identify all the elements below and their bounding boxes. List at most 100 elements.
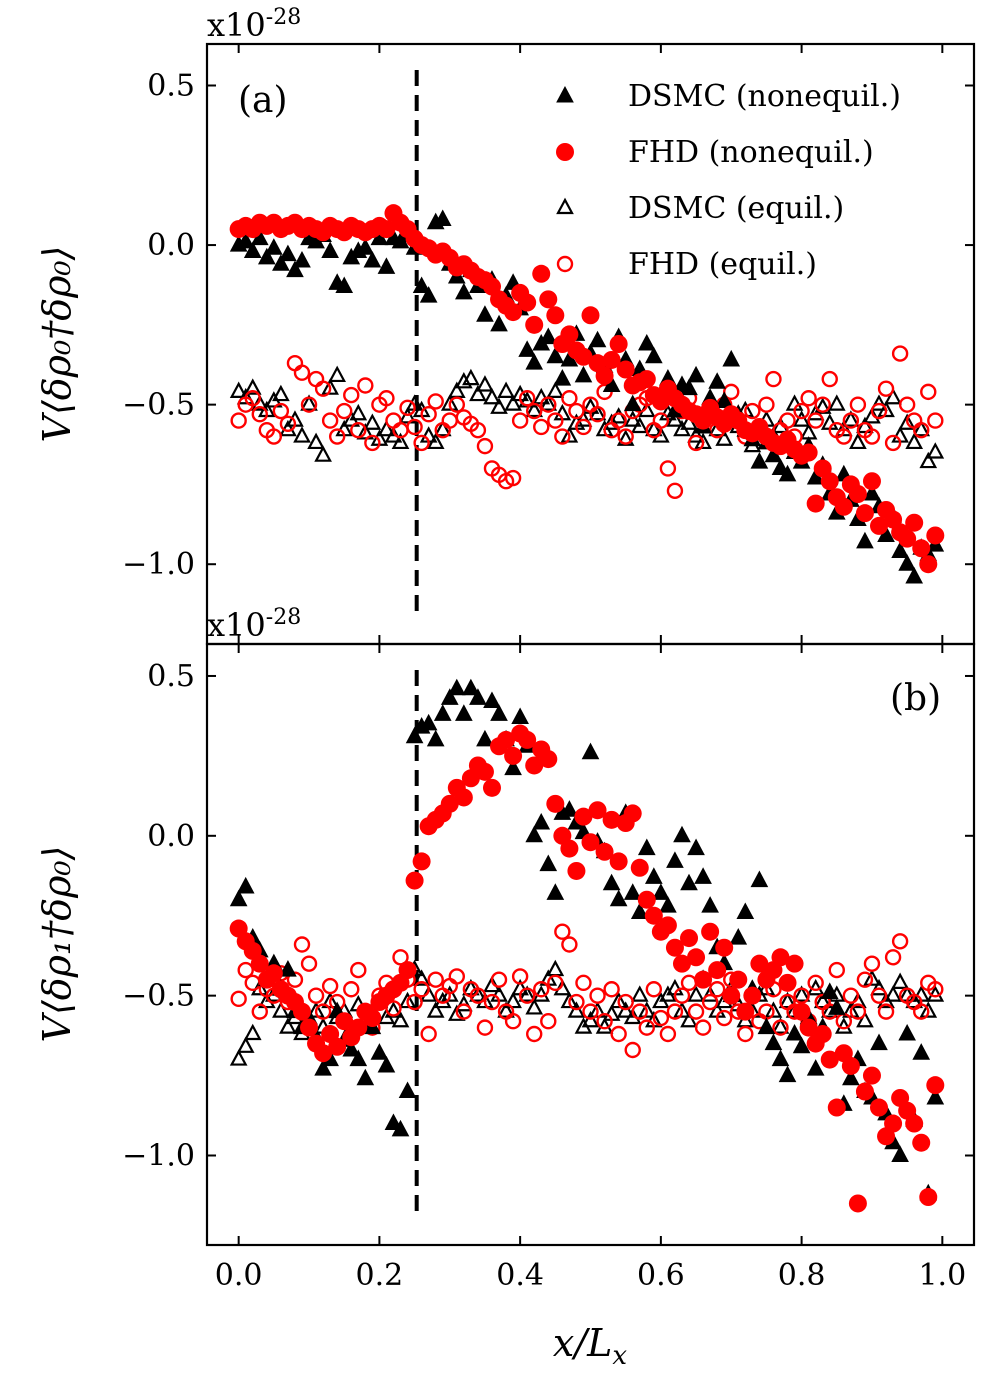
data-point [772, 1019, 789, 1036]
data-point [490, 704, 508, 721]
data-point [546, 346, 565, 364]
data-point [553, 369, 572, 386]
data-point [849, 1003, 867, 1020]
data-point [547, 974, 564, 992]
data-point [680, 873, 698, 891]
legend-label: FHD (equil.) [628, 247, 817, 282]
data-point [300, 955, 318, 972]
data-point [455, 704, 473, 721]
data-point [870, 978, 888, 996]
data-point [884, 387, 902, 405]
data-point [398, 961, 417, 980]
data-point [412, 276, 431, 294]
data-point [778, 973, 797, 992]
data-point [343, 386, 360, 404]
data-point [920, 383, 937, 401]
data-point [694, 867, 712, 884]
data-point [855, 1082, 874, 1101]
data-point [744, 402, 761, 420]
data-point [595, 842, 614, 861]
data-point [385, 1000, 402, 1017]
data-point [526, 1025, 543, 1043]
data-point [504, 758, 522, 776]
data-point [236, 387, 255, 405]
data-point [321, 991, 339, 1009]
data-point [630, 416, 649, 434]
data-point [884, 985, 902, 1002]
data-point [785, 1023, 804, 1041]
data-point [743, 986, 762, 1005]
data-point [588, 1001, 607, 1018]
data-point [251, 1003, 268, 1020]
series-fhd-nonequil [229, 204, 945, 574]
data-point [504, 991, 522, 1009]
data-point [630, 902, 649, 920]
y-tick-label: 0.0 [147, 819, 195, 854]
data-point [672, 954, 691, 973]
data-point [927, 412, 944, 429]
data-point [715, 391, 734, 408]
data-point [673, 825, 691, 843]
data-point [905, 1114, 924, 1133]
data-point [673, 987, 691, 1004]
data-point [750, 870, 769, 888]
data-point [849, 396, 867, 413]
data-point [441, 412, 458, 429]
data-point [842, 987, 860, 1004]
panel-label-a: (a) [238, 80, 288, 121]
data-point [729, 928, 748, 945]
data-point [405, 726, 424, 744]
data-point [440, 985, 459, 1002]
data-point [518, 293, 537, 312]
data-point [547, 412, 564, 429]
data-point [609, 991, 628, 1009]
data-point [229, 381, 248, 398]
data-point [447, 1004, 466, 1021]
data-point [307, 987, 325, 1004]
data-point [343, 981, 360, 998]
data-point [630, 858, 649, 877]
y-tick-label: 0.5 [147, 68, 195, 103]
data-point [680, 974, 698, 992]
data-point [588, 801, 607, 820]
data-point [398, 407, 417, 424]
data-point [497, 381, 515, 398]
data-point [356, 238, 375, 255]
data-point [292, 1002, 311, 1021]
data-point [666, 851, 684, 868]
data-point [469, 987, 487, 1004]
data-point [644, 346, 663, 364]
data-point [413, 981, 430, 998]
data-point [680, 1010, 698, 1028]
legend-marker [556, 255, 574, 273]
data-point [469, 688, 487, 705]
data-point [406, 418, 423, 436]
data-point [546, 883, 565, 900]
data-point [546, 381, 565, 398]
data-point [420, 1025, 437, 1043]
data-point [575, 974, 592, 992]
data-point [771, 948, 790, 967]
data-point [652, 883, 670, 900]
data-point [336, 402, 353, 420]
data-point [250, 954, 269, 973]
data-point [272, 254, 290, 271]
y-tick-label: −1.0 [122, 1138, 195, 1173]
data-point [926, 1087, 945, 1105]
data-point [532, 264, 551, 283]
data-point [525, 315, 544, 334]
data-point [307, 432, 325, 450]
data-point [540, 396, 557, 413]
data-point [243, 241, 262, 258]
data-point [687, 426, 705, 443]
data-point [891, 541, 909, 558]
data-point [588, 330, 607, 348]
data-point [406, 993, 423, 1011]
data-point [905, 513, 924, 532]
data-point [539, 290, 558, 309]
data-point [729, 970, 748, 989]
data-point [891, 933, 909, 950]
data-point [919, 1188, 938, 1207]
data-point [378, 390, 395, 407]
data-point [567, 861, 586, 880]
